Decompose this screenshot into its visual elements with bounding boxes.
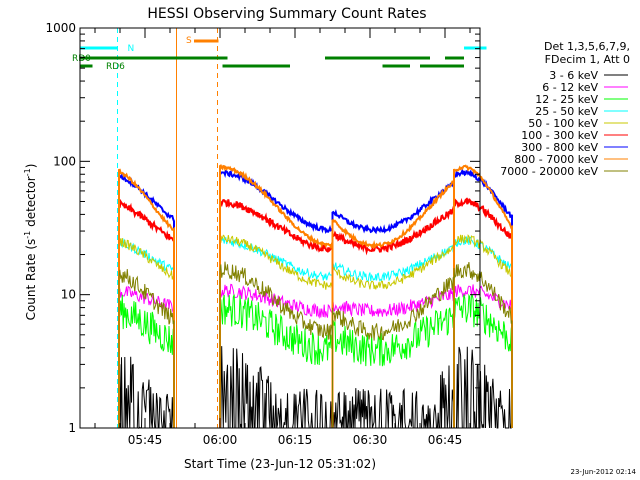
legend-label: 7000 - 20000 keV <box>500 165 598 178</box>
series-trace-7-seg-3 <box>453 164 513 428</box>
legend-label: 12 - 25 keV <box>535 93 598 106</box>
series-12-25keV <box>118 293 513 428</box>
series-800-7000keV <box>118 164 513 428</box>
y-tick-label: 100 <box>53 154 76 168</box>
series-trace-8-seg-1 <box>219 261 333 428</box>
series-trace-2-seg-1 <box>219 294 333 428</box>
svg-text:Count Rate (s-1 detector-1): Count Rate (s-1 detector-1) <box>23 164 38 321</box>
x-tick-label: 05:45 <box>128 433 163 447</box>
series-trace-4-seg-3 <box>453 234 513 428</box>
series-trace-0-seg-2 <box>332 365 455 429</box>
y-label-main: Count Rate (s <box>24 239 38 321</box>
rd6-label: RD6 <box>106 62 125 72</box>
y-axis-label: Count Rate (s-1 detector-1) <box>23 164 38 321</box>
y-tick-label: 1 <box>68 421 76 435</box>
y-label-mid: detector <box>24 176 38 231</box>
series-trace-3-seg-0 <box>118 238 175 428</box>
series-trace-2-seg-0 <box>118 294 175 428</box>
annotation-layer: N S RD0 RD6 <box>72 28 487 428</box>
y-label-end: ) <box>24 164 38 169</box>
legend-label: 50 - 100 keV <box>528 117 598 130</box>
series-trace-4-seg-0 <box>118 238 175 428</box>
x-tick-label: 06:30 <box>353 433 388 447</box>
series-trace-5-seg-3 <box>453 197 513 428</box>
series-trace-6-seg-0 <box>118 172 175 428</box>
legend-header-2: FDecim 1, Att 0 <box>545 53 630 66</box>
series-trace-4-seg-2 <box>332 245 455 428</box>
legend-label: 800 - 7000 keV <box>514 153 598 166</box>
series-trace-0-seg-0 <box>118 356 175 429</box>
series-300-800keV <box>118 167 513 428</box>
legend-header-1: Det 1,3,5,6,7,9, <box>544 40 630 53</box>
series-trace-2-seg-2 <box>332 307 455 428</box>
series-trace-5-seg-2 <box>331 206 455 428</box>
x-axis-label: Start Time (23-Jun-12 05:31:02) <box>184 457 376 471</box>
x-tick-label: 06:45 <box>428 433 463 447</box>
series-trace-7-seg-1 <box>219 164 334 428</box>
generation-timestamp: 23-Jun-2012 02:14 <box>571 468 637 476</box>
chart-title: HESSI Observing Summary Count Rates <box>147 6 426 22</box>
legend-label: 3 - 6 keV <box>549 69 598 82</box>
y-tick-label: 10 <box>61 288 76 302</box>
y-label-sup1: -1 <box>23 231 32 239</box>
series-trace-8-seg-3 <box>453 262 513 428</box>
series-trace-4-seg-1 <box>219 234 333 428</box>
series-100-300keV <box>118 197 513 428</box>
series-trace-6-seg-3 <box>453 167 513 428</box>
series-trace-2-seg-3 <box>453 293 513 428</box>
series-trace-5-seg-0 <box>118 198 175 428</box>
series-trace-6-seg-1 <box>219 169 334 428</box>
series-trace-0-seg-3 <box>454 346 513 429</box>
legend-label: 300 - 800 keV <box>521 141 598 154</box>
legend-label: 25 - 50 keV <box>535 105 598 118</box>
legend-label: 6 - 12 keV <box>542 81 598 94</box>
saa-label: S <box>186 36 192 46</box>
legend-label: 100 - 300 keV <box>521 129 598 142</box>
axis-layer: 1 10 100 1000 05:45 06:00 06:15 06:30 06:45 <box>45 21 481 447</box>
series-trace-7-seg-0 <box>118 168 175 428</box>
rd0-label: RD0 <box>72 54 91 64</box>
series-7000-20000keV <box>118 261 513 428</box>
series-trace-6-seg-2 <box>331 182 455 428</box>
x-tick-label: 06:15 <box>278 433 313 447</box>
night-label: N <box>128 44 135 54</box>
series-trace-7-seg-2 <box>331 176 455 428</box>
y-label-sup2: -1 <box>23 168 32 176</box>
data-layer <box>118 164 513 429</box>
series-trace-5-seg-1 <box>219 198 334 428</box>
series-trace-8-seg-2 <box>332 274 455 428</box>
plot-frame <box>79 27 481 429</box>
series-trace-8-seg-0 <box>118 269 175 428</box>
x-tick-label: 06:00 <box>203 433 238 447</box>
y-tick-label: 1000 <box>45 21 76 35</box>
series-50-100keV <box>118 234 513 428</box>
